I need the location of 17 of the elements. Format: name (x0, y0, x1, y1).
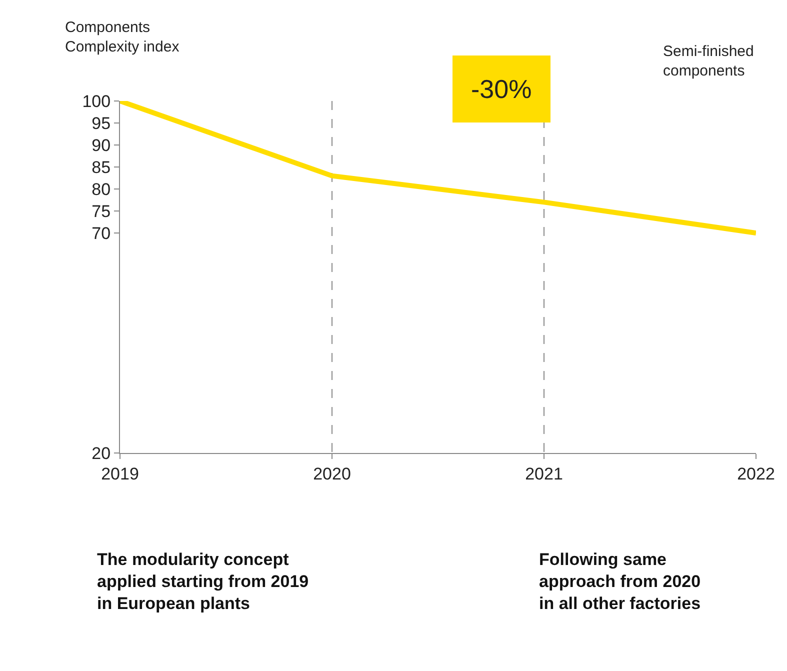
y-tick-label: 75 (92, 202, 111, 221)
y-axis-title: Components Complexity index (65, 19, 180, 56)
y-tick-label: 90 (92, 136, 111, 155)
x-tick-label: 2020 (313, 464, 351, 484)
text: Semi-finished components (663, 43, 754, 80)
y-tick-label: 20 (92, 444, 111, 463)
y-tick-label: 100 (82, 92, 111, 111)
text: Following same approach from 2020 in all other factories (539, 550, 701, 614)
y-tick-label: 95 (92, 114, 111, 133)
y-tick-label: 85 (92, 158, 111, 177)
y-tick-label: 80 (92, 180, 111, 199)
x-tick-label: 2022 (737, 464, 775, 484)
y-tick-label: 70 (92, 224, 111, 243)
x-tick-label: 2019 (101, 464, 139, 484)
x-tick-label: 2021 (525, 464, 563, 484)
annotation: -30% (471, 74, 532, 104)
text: The modularity concept applied starting from 2019 in European plants (97, 550, 309, 614)
